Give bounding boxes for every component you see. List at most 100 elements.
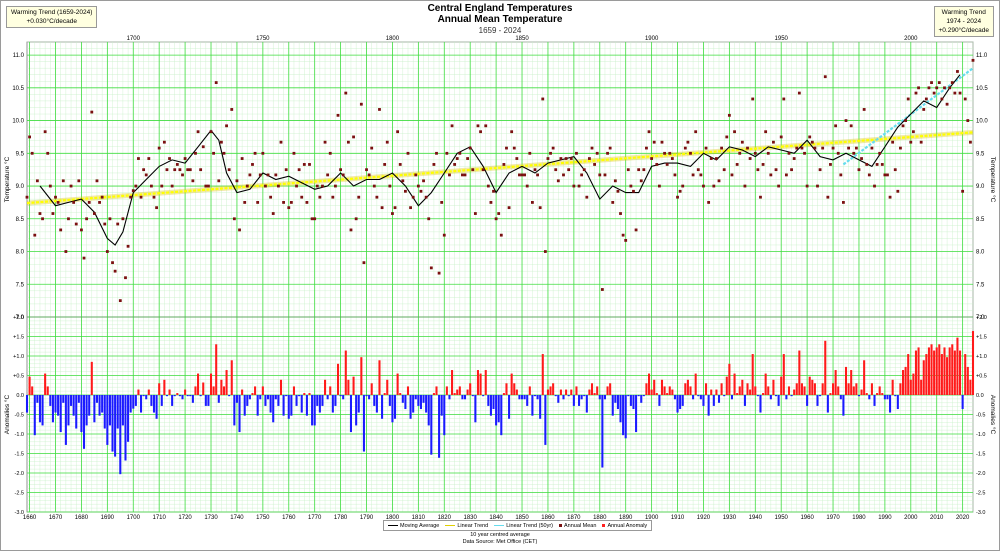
annual-mean-point [950,81,954,84]
right-anomaly-tick-label: +0.5 [976,374,987,380]
anomaly-bar [510,373,513,395]
anomaly-bar [515,389,518,395]
left-anomaly-tick-label: +2.0 [13,315,24,321]
annual-mean-point [463,173,467,177]
anomaly-bar [321,395,324,406]
anomaly-bar [222,386,226,395]
anomaly-bar [899,383,902,395]
anomaly-bar [502,393,505,395]
annual-mean-point [816,184,819,188]
annual-mean-point [41,217,44,221]
annual-mean-point [746,146,749,150]
anomaly-bar [769,395,772,400]
trend-box-right-line3: +0.290°C/decade [938,27,990,34]
anomaly-bar [588,389,591,395]
annual-mean-point [432,163,436,166]
annual-mean-point [727,113,731,117]
anomaly-bar [580,395,583,400]
legend-swatch-linear-trend-50yr [494,524,505,527]
anomaly-bar [476,370,480,395]
annual-mean-point [847,146,850,150]
anomaly-bar [953,350,956,395]
anomaly-bar [606,386,609,395]
annual-mean-point [888,195,892,199]
anomaly-bar [637,395,640,397]
bottom-axis-tick-label: 1710 [153,515,167,521]
anomaly-bar [966,366,969,395]
anomaly-bar [290,395,293,416]
anomaly-bar [497,395,500,423]
anomaly-bar [220,379,223,395]
anomaly-bar [44,373,47,395]
bottom-axis-tick-label: 1790 [360,515,374,521]
annual-mean-point [896,189,900,193]
anomaly-bar [458,386,461,395]
anomaly-bar [137,389,140,395]
bottom-axis-tick-label: 2020 [956,515,970,521]
annual-mean-point [61,179,65,183]
annual-mean-point [173,168,177,172]
anomaly-bar [246,395,249,406]
bottom-axis-tick-label: 1750 [256,515,270,521]
bottom-axis-tick-label: 2010 [930,515,944,521]
annual-mean-point [678,189,682,193]
bottom-axis-tick-label: 1810 [412,515,426,521]
bottom-axis-tick-label: 1740 [230,515,244,521]
anomaly-bar [492,395,495,410]
top-axis-tick-label: 1950 [775,36,789,42]
anomaly-bar [598,395,601,400]
anomaly-bar [95,395,99,403]
annual-mean-point [284,168,288,172]
anomaly-bar [388,395,391,406]
anomaly-bar [243,395,246,416]
legend-label-annual-anomaly: Annual Anomaly [607,522,648,529]
anomaly-bar [241,389,244,395]
anomaly-bar [145,395,148,400]
annual-mean-point [748,157,752,160]
annual-mean-point [339,168,343,172]
annual-mean-point [963,97,967,101]
annual-mean-point [857,168,861,172]
annual-mean-point [650,157,654,160]
annual-mean-point [35,179,39,183]
annual-mean-point [310,217,314,221]
anomaly-bar [217,395,220,403]
annual-mean-point [95,179,99,183]
anomaly-bar [720,383,723,395]
anomaly-bar [248,395,251,400]
annual-mean-point [642,168,646,172]
anomaly-bar [70,395,73,406]
annual-mean-point [777,184,781,188]
annual-mean-point [538,206,542,210]
annual-mean-point [784,173,788,177]
annual-mean-point [645,146,648,150]
legend-label-moving-average: Moving Average [400,522,440,529]
anomaly-bar [663,386,666,395]
anomaly-bar [673,395,676,400]
left-axis-tick-label: 11.0 [13,53,25,59]
annual-mean-point [318,195,322,199]
anomaly-bar [349,395,353,433]
annual-mean-point [603,173,607,177]
anomaly-bar [629,395,632,406]
annual-mean-point [162,140,166,144]
anomaly-bar [339,395,342,397]
legend-swatch-moving-average [388,524,398,527]
anomaly-bar [933,350,936,395]
anomaly-bar [513,383,516,395]
annual-mean-point [396,130,400,134]
annual-mean-point [245,184,249,188]
anomaly-bar [495,395,498,426]
annual-mean-point [64,250,68,253]
anomaly-bar [730,395,733,400]
anomaly-bar [272,395,275,423]
anomaly-bar [93,395,96,423]
anomaly-bar [51,395,54,423]
annual-mean-point [108,217,112,221]
right-anomaly-tick-label: -2.5 [976,491,985,497]
left-anomaly-tick-label: -2.5 [15,491,24,497]
anomaly-bar [780,376,783,395]
annual-mean-point [336,113,340,117]
annual-mean-point [715,157,718,160]
annual-mean-point [476,124,480,128]
